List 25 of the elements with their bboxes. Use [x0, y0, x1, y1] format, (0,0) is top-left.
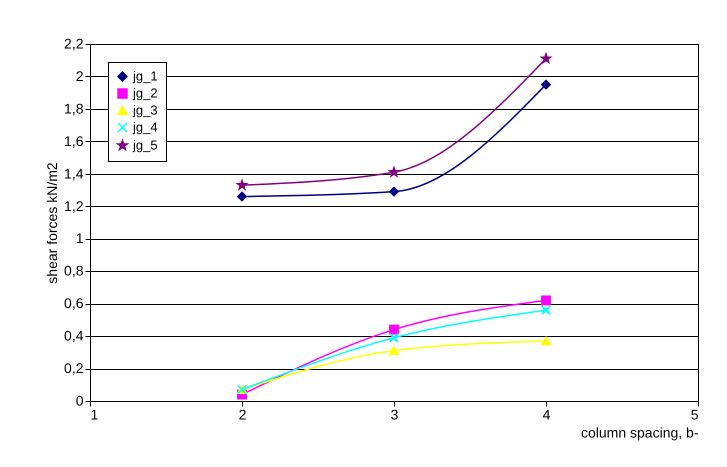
legend-label: jg_1 [132, 68, 158, 84]
legend-label: jg_3 [132, 102, 158, 118]
y-tick-label: 0,2 [64, 360, 84, 376]
y-tick-label: 1,4 [64, 165, 84, 182]
x-tick-label: 4 [542, 406, 551, 422]
y-tick-label: 2,2 [64, 36, 84, 52]
y-tick-label: 1,2 [64, 198, 84, 214]
x-tick-label: 3 [390, 406, 399, 422]
y-tick-label: 0 [76, 392, 84, 408]
legend-label: jg_4 [132, 120, 158, 134]
y-tick-label: 0,8 [64, 262, 84, 279]
x-tick-label: 2 [238, 406, 247, 422]
y-tick-label: 1 [76, 230, 84, 246]
legend-label: jg_5 [132, 138, 158, 152]
x-axis-title: column spacing, b- [580, 424, 699, 440]
y-tick-label: 0,4 [64, 328, 84, 344]
point [389, 332, 399, 343]
x-tick-label: 1 [90, 406, 98, 422]
y-tick-label: 0,6 [64, 295, 84, 312]
legend-label: jg_2 [132, 86, 158, 100]
x-tick-label: 5 [690, 406, 699, 422]
y-tick-label: 2 [76, 68, 84, 84]
y-tick-label: 1,6 [64, 132, 84, 149]
y-tick-label: 1,8 [64, 100, 84, 116]
y-axis-title: shear forces kN/m2 [44, 162, 60, 284]
